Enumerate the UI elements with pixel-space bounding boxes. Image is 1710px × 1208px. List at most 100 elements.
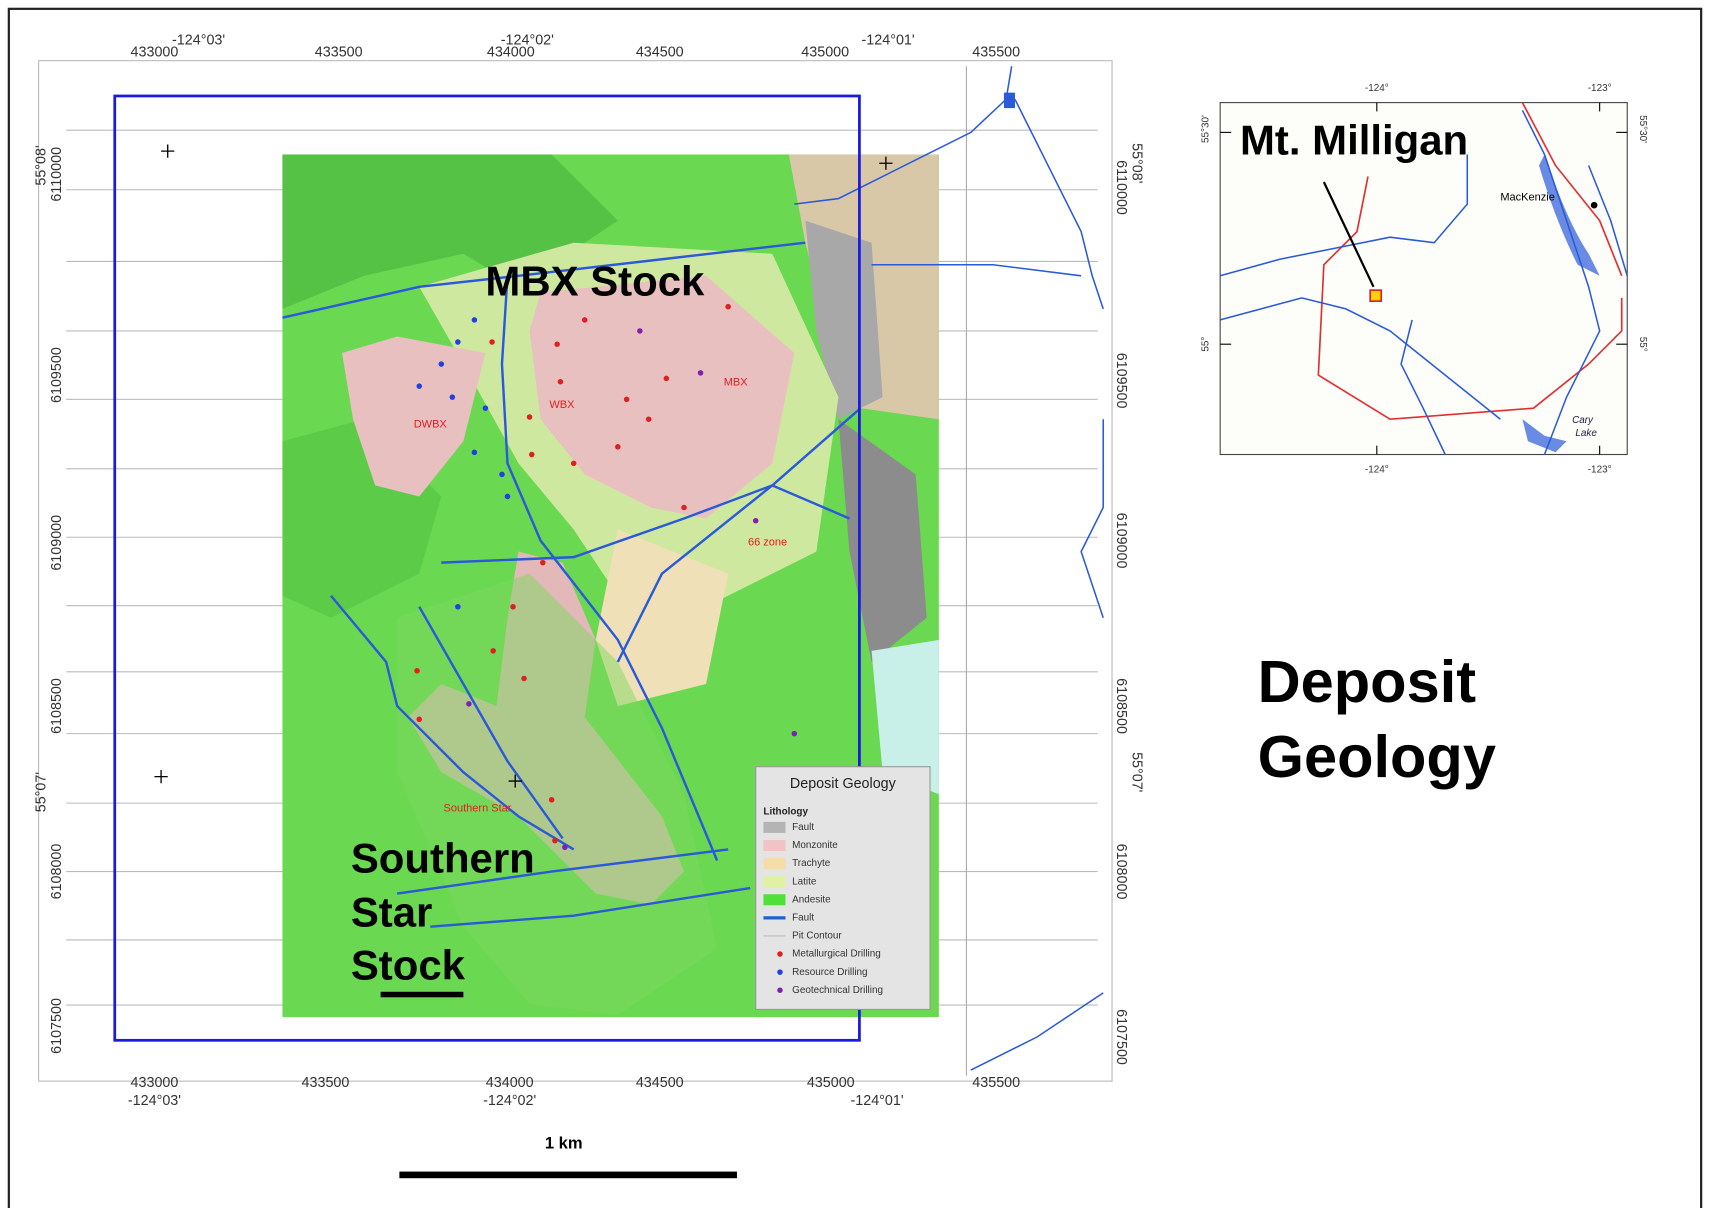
drill-hole xyxy=(526,414,533,420)
easting-label: 434000 xyxy=(487,45,535,61)
fault-zone xyxy=(805,220,883,420)
drill-hole xyxy=(637,328,643,334)
legend-swatch xyxy=(777,987,783,993)
drill-hole xyxy=(529,451,535,458)
fault xyxy=(418,606,564,840)
zone-label: 66 zone xyxy=(748,537,787,549)
river xyxy=(1400,319,1446,455)
legend-swatch xyxy=(763,839,786,852)
longitude-label: -124°03' xyxy=(172,33,225,49)
crosshair xyxy=(879,156,893,170)
northing-label: 6109000 xyxy=(49,515,65,571)
drill-hole xyxy=(521,675,527,682)
drill-hole xyxy=(416,383,422,389)
drill-hole xyxy=(416,716,422,723)
legend-label: Fault xyxy=(792,912,814,923)
drill-hole xyxy=(449,394,456,400)
easting-label: 435500 xyxy=(972,45,1020,61)
longitude-label: -124°03' xyxy=(128,1093,181,1109)
drill-hole xyxy=(552,837,558,844)
drill-hole xyxy=(499,471,505,478)
legend-label: Trachyte xyxy=(792,858,831,869)
water-area xyxy=(871,639,939,795)
legend-swatch xyxy=(763,858,786,870)
drill-hole xyxy=(562,844,568,851)
location-marker xyxy=(1369,289,1383,302)
river xyxy=(970,992,1104,1071)
drill-hole xyxy=(752,517,759,524)
river xyxy=(1014,98,1104,310)
drill-hole xyxy=(414,667,420,674)
drill-hole xyxy=(540,559,546,566)
drill-hole xyxy=(510,604,516,610)
crosshair xyxy=(154,770,168,784)
inset-frame xyxy=(1219,102,1628,456)
road xyxy=(1317,176,1623,421)
zone-label: MBX xyxy=(724,377,749,389)
crosshair xyxy=(508,774,522,788)
lake-label: Cary xyxy=(1572,415,1594,426)
legend-label: Fault xyxy=(792,822,814,833)
easting-label: 435500 xyxy=(972,1075,1020,1091)
river xyxy=(1219,154,1469,277)
page-title: Geology xyxy=(1258,723,1496,790)
northing-label: 6109500 xyxy=(49,347,65,403)
drill-hole xyxy=(471,449,478,456)
northing-label: 6110000 xyxy=(49,147,65,202)
river xyxy=(1587,165,1628,277)
coordinate-labels: 433000 433500 434000 434500 435000 435500 4330… xyxy=(34,33,1145,1109)
drill-hole xyxy=(471,317,478,323)
latitude-label: 55°30' xyxy=(1200,115,1211,143)
legend-label: Metallurgical Drilling xyxy=(792,949,881,960)
stock-label: Star xyxy=(351,889,433,936)
monzonite-area xyxy=(342,336,486,497)
drill-hole xyxy=(697,370,704,376)
legend-label: Resource Drilling xyxy=(792,967,867,978)
northing-label: 6109000 xyxy=(1113,513,1129,569)
legend-label: Latite xyxy=(792,876,817,887)
river-mark xyxy=(1003,92,1015,109)
legend-swatch xyxy=(763,894,786,906)
longitude-label: -124°01' xyxy=(862,33,915,49)
northing-label: 6108500 xyxy=(49,678,65,734)
legend-label: Geotechnical Drilling xyxy=(792,985,883,996)
road xyxy=(1521,102,1623,277)
latitude-label: 55° xyxy=(1200,337,1211,352)
legend-label: Pit Contour xyxy=(792,931,842,942)
fault xyxy=(397,848,729,895)
drill-hole xyxy=(725,303,731,310)
northing-label: 6107500 xyxy=(1113,1009,1129,1065)
drill-hole xyxy=(438,361,445,367)
easting-label: 433000 xyxy=(131,45,179,61)
river xyxy=(1080,419,1104,619)
easting-label: 434500 xyxy=(636,1075,684,1091)
drill-hole xyxy=(504,493,511,500)
latitude-label: 55° xyxy=(1637,337,1648,352)
drill-hole xyxy=(548,797,555,803)
drill-hole xyxy=(554,341,560,347)
legend-box xyxy=(755,766,931,1010)
fault xyxy=(282,241,806,319)
river xyxy=(871,263,1082,277)
northing-label: 6108500 xyxy=(1113,678,1129,734)
easting-label: 433000 xyxy=(131,1075,179,1091)
easting-label: 434000 xyxy=(486,1075,534,1091)
drill-hole xyxy=(490,648,496,654)
legend-title: Deposit Geology xyxy=(790,776,897,792)
zone-label: Southern Star xyxy=(444,803,512,815)
latitude-label: 55°30' xyxy=(1637,115,1648,143)
study-area-box xyxy=(113,94,861,1042)
river xyxy=(1219,297,1501,420)
legend-swatch xyxy=(777,969,783,975)
scale-bar xyxy=(399,1171,737,1179)
easting-label: 435000 xyxy=(801,45,849,61)
scale-label: 1 km xyxy=(545,1133,583,1152)
longitude-label: -123° xyxy=(1588,465,1612,476)
town-marker xyxy=(1590,201,1598,209)
longitude-label: -124° xyxy=(1365,83,1389,94)
easting-label: 433500 xyxy=(302,1075,350,1091)
inset-rivers xyxy=(1219,109,1628,455)
drill-hole xyxy=(581,317,588,323)
drill-holes xyxy=(414,303,798,851)
